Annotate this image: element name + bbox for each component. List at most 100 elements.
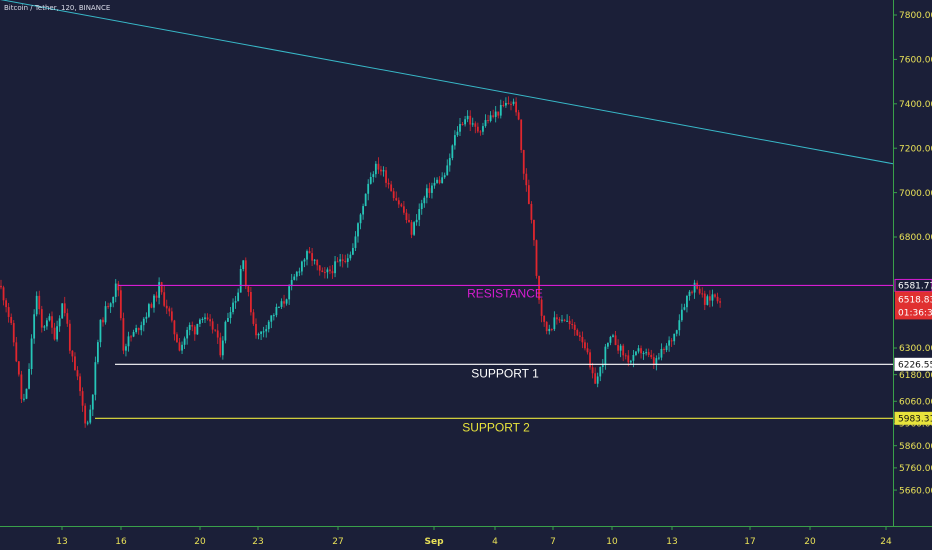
candle [354, 231, 357, 252]
candle [436, 177, 438, 184]
candles-layer [0, 96, 721, 428]
candle [257, 332, 260, 340]
y-tick-label: 7400.00 [899, 100, 932, 110]
candle [673, 333, 676, 345]
candle [352, 243, 354, 256]
candle [357, 222, 359, 243]
candle [97, 339, 99, 365]
candle [5, 298, 7, 313]
candle [326, 267, 329, 279]
candle [556, 313, 558, 325]
candle [63, 296, 66, 317]
x-tick-label: 4 [492, 537, 498, 547]
candle [237, 288, 240, 302]
candle [145, 312, 148, 323]
candle [561, 315, 563, 323]
svg-text:6518.83: 6518.83 [898, 295, 932, 305]
candle [540, 298, 543, 323]
candle [48, 313, 51, 322]
candle [25, 388, 28, 400]
candle [176, 332, 178, 343]
candle [596, 372, 599, 388]
candle [522, 149, 525, 180]
candle [604, 343, 607, 370]
candle [270, 315, 273, 329]
candle [150, 302, 153, 309]
candle [461, 122, 464, 126]
candle [413, 221, 415, 237]
candle [216, 323, 219, 344]
candle [135, 324, 138, 334]
candle [586, 342, 589, 355]
candle [415, 214, 418, 226]
candle [265, 324, 268, 338]
candle [107, 302, 109, 309]
candle [272, 313, 275, 321]
x-tick-label: 27 [332, 537, 343, 547]
candle [464, 115, 466, 127]
candle [431, 182, 433, 199]
candle [193, 324, 196, 341]
candle [403, 201, 405, 215]
candle [420, 199, 423, 215]
candle [482, 122, 484, 135]
candle [58, 315, 61, 332]
candle [652, 353, 655, 370]
candle [665, 343, 668, 353]
candle [227, 312, 229, 322]
candle [505, 97, 507, 108]
candle [293, 274, 296, 281]
x-tick-label: 13 [666, 537, 677, 547]
candle [84, 403, 87, 428]
candle [117, 280, 120, 297]
candle [584, 339, 586, 351]
support1-price-tag: 6226.55 [894, 357, 932, 371]
x-tick-label: 23 [252, 537, 263, 547]
candle [517, 109, 520, 121]
candle [635, 351, 637, 357]
candle [487, 114, 489, 124]
y-tick-label: 6800.00 [899, 233, 932, 243]
candle [275, 303, 278, 318]
candle [530, 201, 533, 224]
candle [168, 306, 171, 317]
candle [494, 106, 497, 123]
candle [686, 294, 688, 313]
candle [68, 319, 71, 354]
candle [698, 286, 701, 295]
candle [502, 100, 505, 108]
candle [109, 302, 112, 313]
candle [191, 321, 194, 332]
candle [81, 387, 84, 412]
candle [594, 367, 597, 384]
candle [607, 342, 609, 350]
candle [510, 101, 512, 111]
candle [23, 393, 25, 402]
y-tick-label: 5760.00 [899, 464, 932, 474]
candle [428, 182, 431, 198]
candle [28, 363, 30, 390]
candle [624, 353, 627, 360]
candle [438, 176, 441, 185]
y-tick-label: 7000.00 [899, 189, 932, 199]
candle [148, 302, 150, 318]
candle [573, 322, 576, 336]
candle [433, 177, 436, 189]
candle [675, 329, 678, 337]
y-tick-label: 5660.00 [899, 486, 932, 496]
candle [262, 326, 265, 338]
y-tick-label: 6180.00 [899, 371, 932, 381]
candle [165, 299, 168, 314]
candle [318, 265, 321, 276]
candle [543, 315, 546, 327]
candle [260, 331, 262, 340]
candle [489, 111, 492, 123]
candle [285, 298, 288, 306]
candle [374, 161, 377, 178]
trendline[interactable] [0, 0, 894, 165]
candle [492, 109, 495, 119]
x-tick-label: 7 [550, 537, 556, 547]
